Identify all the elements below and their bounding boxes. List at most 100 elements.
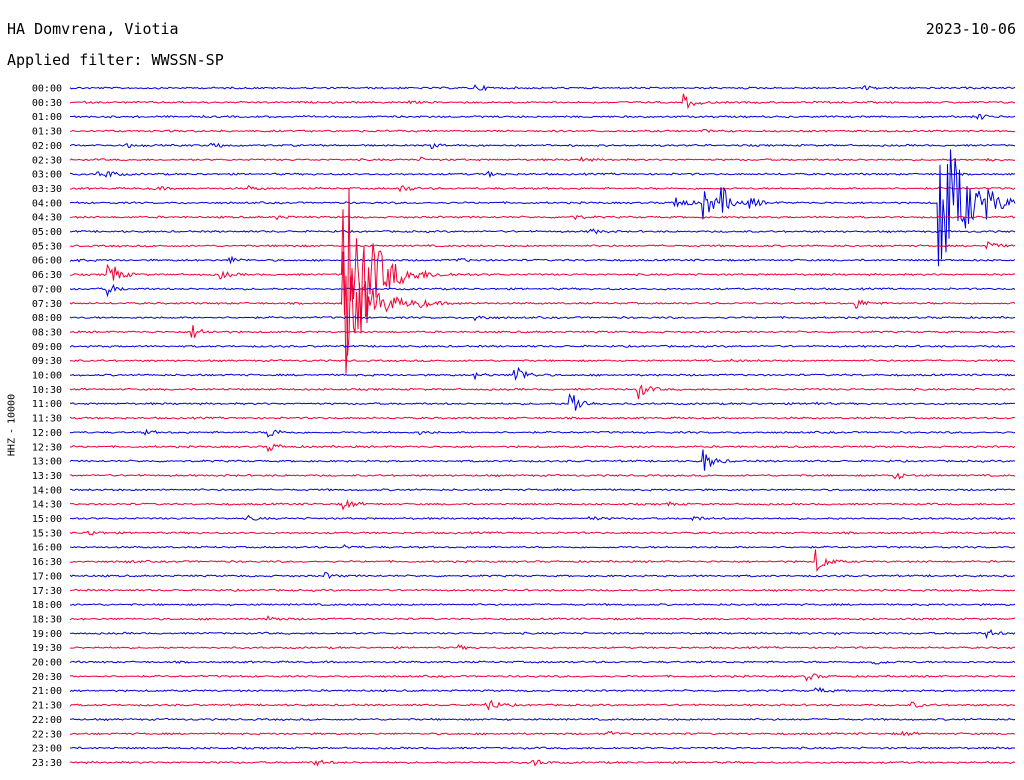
trace-row-0700 — [69, 283, 1016, 298]
time-label: 12:30 — [32, 442, 62, 453]
trace-row-0500 — [69, 228, 1016, 235]
time-label: 22:00 — [32, 715, 62, 726]
time-label: 16:30 — [32, 557, 62, 568]
time-label: 21:00 — [32, 686, 62, 697]
trace-row-2300 — [70, 746, 1015, 750]
trace-row-1500 — [69, 514, 1016, 522]
trace-row-0100 — [70, 113, 1016, 121]
time-label: 06:30 — [32, 270, 62, 281]
time-label: 17:30 — [32, 586, 62, 597]
time-label: 14:30 — [32, 500, 62, 511]
time-label: 10:00 — [32, 371, 62, 382]
trace-row-2230 — [69, 730, 1016, 737]
time-label: 11:00 — [32, 399, 62, 410]
time-label: 06:00 — [32, 256, 62, 267]
time-label: 08:00 — [32, 313, 62, 324]
time-label: 05:00 — [32, 227, 62, 238]
trace-row-0900 — [69, 344, 1016, 348]
time-label: 11:30 — [32, 414, 62, 425]
time-label: 01:00 — [32, 112, 62, 123]
trace-row-1700 — [69, 571, 1016, 580]
trace-row-2100 — [69, 686, 1016, 693]
time-label: 01:30 — [32, 127, 62, 138]
trace-row-0730 — [69, 251, 1016, 356]
date-label: 2023-10-06 — [925, 20, 1016, 38]
trace-row-2030 — [69, 673, 1016, 682]
trace-row-2200 — [69, 717, 1016, 722]
trace-row-0030 — [69, 93, 1015, 110]
trace-row-2330 — [69, 759, 1016, 767]
time-label: 15:00 — [32, 514, 62, 525]
time-label: 09:30 — [32, 356, 62, 367]
time-label: 07:00 — [32, 284, 62, 295]
trace-row-1400 — [69, 488, 1016, 492]
time-label: 15:30 — [32, 528, 62, 539]
trace-row-1630 — [69, 549, 1016, 573]
time-label: 07:30 — [32, 299, 62, 310]
trace-row-0130 — [69, 128, 1016, 133]
trace-row-0630 — [69, 187, 1016, 374]
time-label: 04:30 — [32, 213, 62, 224]
time-label: 21:30 — [32, 701, 62, 712]
trace-row-0830 — [69, 324, 1015, 338]
trace-row-1730 — [70, 588, 1016, 592]
time-label: 13:00 — [32, 457, 62, 468]
time-label: 20:30 — [32, 672, 62, 683]
trace-row-1900 — [69, 628, 1016, 640]
time-label: 05:30 — [32, 241, 62, 252]
filter-label: Applied filter: WWSSN-SP — [7, 51, 224, 69]
trace-row-1530 — [69, 530, 1016, 536]
time-label: 02:30 — [32, 155, 62, 166]
trace-row-2130 — [69, 699, 1016, 711]
trace-row-0800 — [69, 315, 1016, 322]
trace-row-1330 — [69, 472, 1016, 480]
time-label: 08:30 — [32, 327, 62, 338]
time-label: 03:30 — [32, 184, 62, 195]
time-label: 02:00 — [32, 141, 62, 152]
time-label: 19:30 — [32, 643, 62, 654]
trace-row-1200 — [69, 428, 1016, 438]
time-label: 03:00 — [32, 170, 62, 181]
trace-row-1800 — [69, 602, 1016, 607]
trace-row-0530 — [69, 240, 1016, 250]
time-label: 16:00 — [32, 543, 62, 554]
time-label: 10:30 — [32, 385, 62, 396]
time-label: 00:00 — [32, 84, 62, 95]
time-label: 00:30 — [32, 98, 62, 109]
time-label: 14:00 — [32, 485, 62, 496]
trace-row-0300 — [70, 170, 1016, 179]
time-label: 12:00 — [32, 428, 62, 439]
trace-row-0330 — [69, 185, 1016, 193]
time-label: 23:00 — [32, 744, 62, 755]
trace-row-1030 — [69, 384, 1016, 400]
station-title: HA Domvrena, Viotia — [7, 20, 179, 38]
trace-row-0430 — [69, 214, 1016, 221]
time-label: 04:00 — [32, 198, 62, 209]
time-label: 09:00 — [32, 342, 62, 353]
trace-row-0400 — [69, 149, 1016, 267]
time-label: 22:30 — [32, 729, 62, 740]
time-label: 17:00 — [32, 571, 62, 582]
trace-row-1230 — [70, 443, 1016, 453]
trace-row-0000 — [69, 84, 1016, 92]
time-label: 18:00 — [32, 600, 62, 611]
trace-row-0930 — [69, 358, 1016, 363]
trace-row-1830 — [69, 615, 1016, 621]
trace-row-1930 — [69, 644, 1016, 651]
trace-row-1600 — [69, 544, 1016, 549]
time-label: 13:30 — [32, 471, 62, 482]
trace-row-1130 — [69, 416, 1016, 420]
time-label: 19:00 — [32, 629, 62, 640]
trace-row-1300 — [69, 449, 1016, 471]
time-label: 20:00 — [32, 658, 62, 669]
time-label: 18:30 — [32, 614, 62, 625]
trace-row-2000 — [69, 660, 1016, 665]
trace-row-1430 — [69, 498, 1016, 511]
trace-row-0230 — [69, 156, 1016, 163]
trace-row-0600 — [69, 255, 1016, 265]
trace-row-0200 — [69, 142, 1016, 150]
trace-row-1100 — [69, 392, 1016, 411]
time-label: 23:30 — [32, 758, 62, 769]
trace-row-1000 — [69, 366, 1015, 381]
